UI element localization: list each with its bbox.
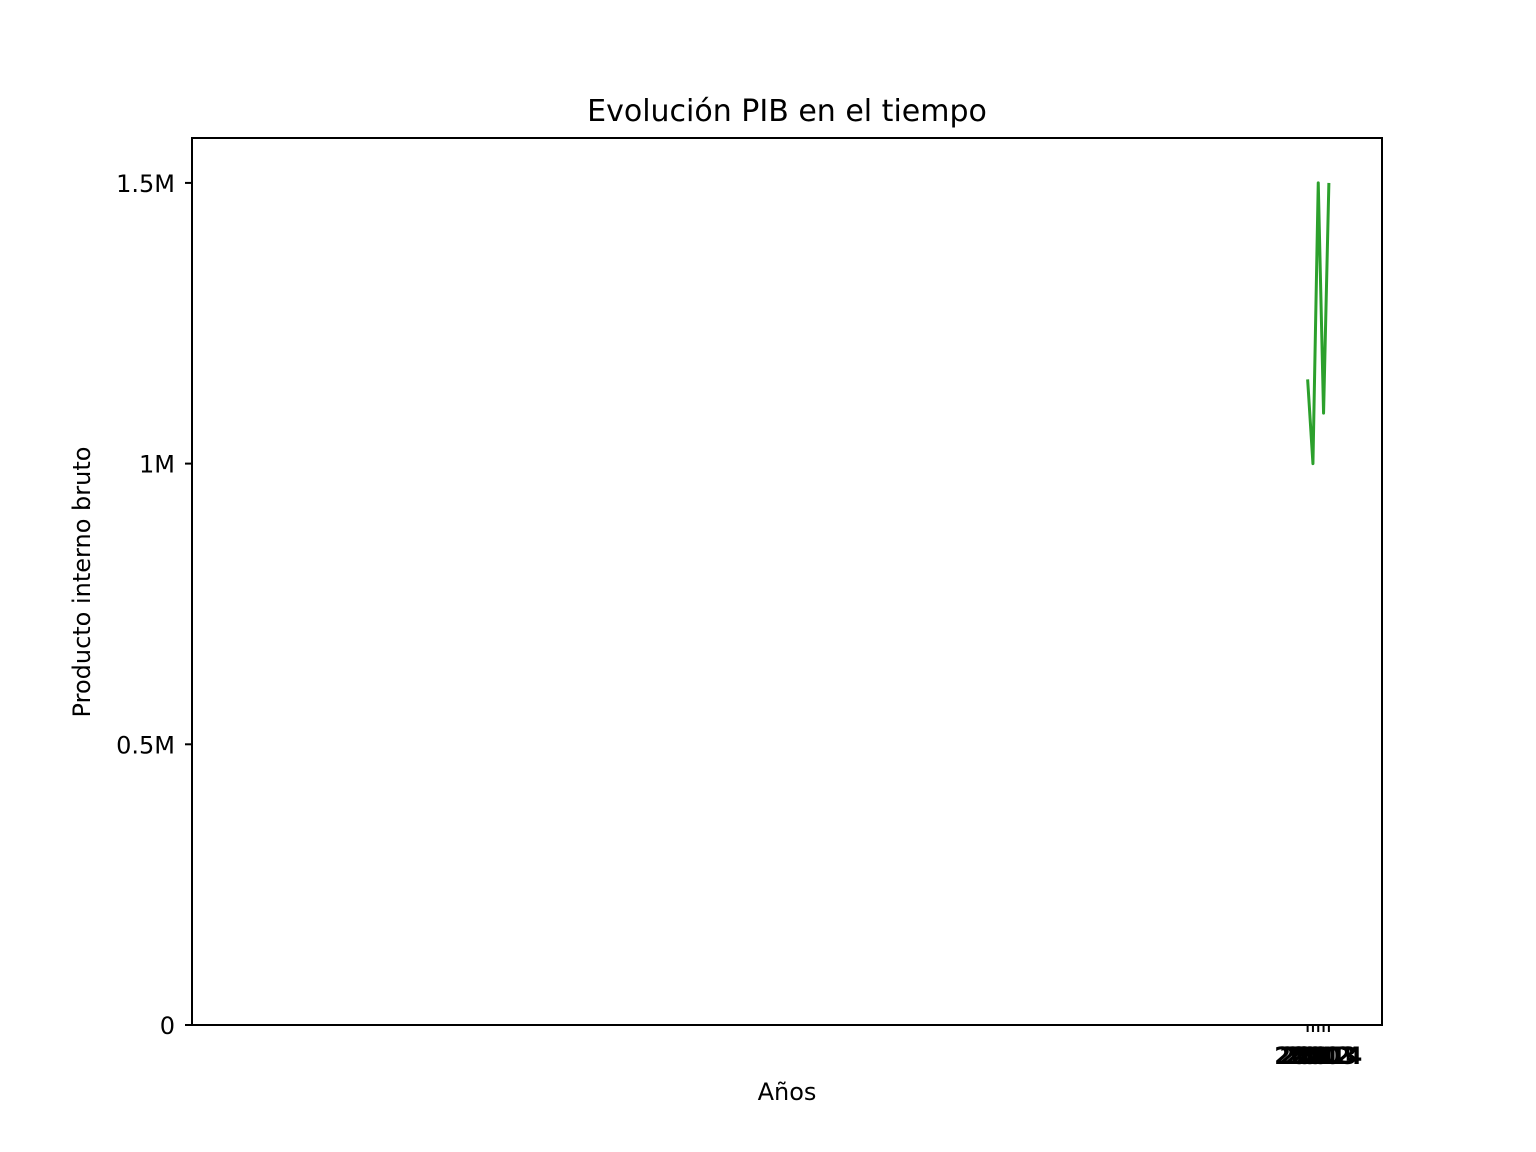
y-tick-label: 0 [160,1012,175,1040]
x-tick-label: 2013 [1290,1042,1357,1070]
chart-title: Evolución PIB en el tiempo [587,94,987,129]
x-tick-label: 2011 [1280,1042,1347,1070]
x-axis-label: Años [758,1078,817,1106]
x-tick-label: 2010 [1274,1042,1341,1070]
x-tick-label: 2014 [1295,1042,1362,1070]
y-axis-label: Producto interno bruto [68,447,96,718]
series-line [1306,181,1331,466]
series-layer [1306,181,1331,466]
plot-frame [191,137,1383,1026]
y-axis: 0 0.5M 1M 1.5M [116,170,192,1040]
x-tick-label: 2012 [1285,1042,1352,1070]
y-tick-label: 1M [139,451,175,479]
y-tick-label: 1.5M [116,170,175,198]
y-tick-label: 0.5M [116,731,175,759]
